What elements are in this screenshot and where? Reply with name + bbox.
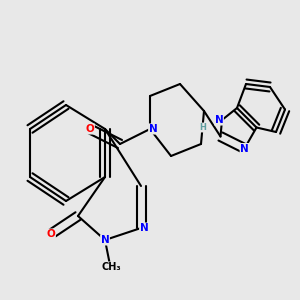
Text: O: O: [85, 124, 94, 134]
Text: O: O: [46, 229, 56, 239]
Text: N: N: [140, 223, 148, 233]
Text: N: N: [240, 143, 249, 154]
Text: N: N: [100, 235, 109, 245]
Text: N: N: [148, 124, 158, 134]
Text: CH₃: CH₃: [101, 262, 121, 272]
Text: H: H: [199, 123, 206, 132]
Text: N: N: [214, 115, 224, 125]
